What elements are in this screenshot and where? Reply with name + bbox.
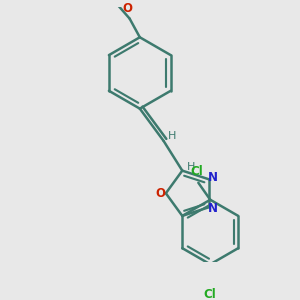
Text: O: O (122, 2, 132, 15)
Text: Cl: Cl (204, 288, 217, 300)
Text: H: H (168, 131, 176, 141)
Text: N: N (208, 171, 218, 184)
Text: N: N (208, 202, 218, 215)
Text: H: H (187, 162, 195, 172)
Text: O: O (156, 187, 166, 200)
Text: Cl: Cl (190, 165, 203, 178)
